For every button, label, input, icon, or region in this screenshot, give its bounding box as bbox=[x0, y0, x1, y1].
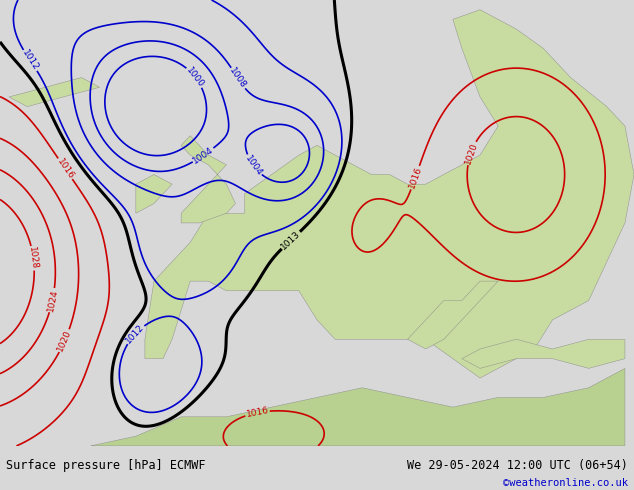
Text: 1020: 1020 bbox=[56, 329, 74, 353]
Polygon shape bbox=[136, 174, 172, 213]
Polygon shape bbox=[91, 368, 625, 446]
Text: 1016: 1016 bbox=[55, 157, 75, 181]
Text: 1008: 1008 bbox=[228, 66, 248, 90]
Text: 1012: 1012 bbox=[124, 323, 146, 345]
Polygon shape bbox=[408, 281, 498, 349]
Text: 1028: 1028 bbox=[27, 246, 39, 270]
Text: 1013: 1013 bbox=[280, 229, 302, 251]
Polygon shape bbox=[145, 10, 634, 378]
Polygon shape bbox=[9, 77, 100, 107]
Text: Surface pressure [hPa] ECMWF: Surface pressure [hPa] ECMWF bbox=[6, 459, 206, 472]
Text: 1012: 1012 bbox=[20, 49, 40, 73]
Text: We 29-05-2024 12:00 UTC (06+54): We 29-05-2024 12:00 UTC (06+54) bbox=[407, 459, 628, 472]
Text: 1000: 1000 bbox=[184, 65, 206, 89]
Text: 1004: 1004 bbox=[191, 145, 216, 166]
Text: 1016: 1016 bbox=[245, 406, 269, 419]
Polygon shape bbox=[462, 339, 625, 368]
Polygon shape bbox=[181, 136, 235, 223]
Text: 1024: 1024 bbox=[46, 288, 59, 312]
Text: ©weatheronline.co.uk: ©weatheronline.co.uk bbox=[503, 478, 628, 488]
Text: 1004: 1004 bbox=[243, 153, 264, 177]
Text: 1016: 1016 bbox=[407, 165, 424, 190]
Text: 1020: 1020 bbox=[463, 141, 479, 166]
